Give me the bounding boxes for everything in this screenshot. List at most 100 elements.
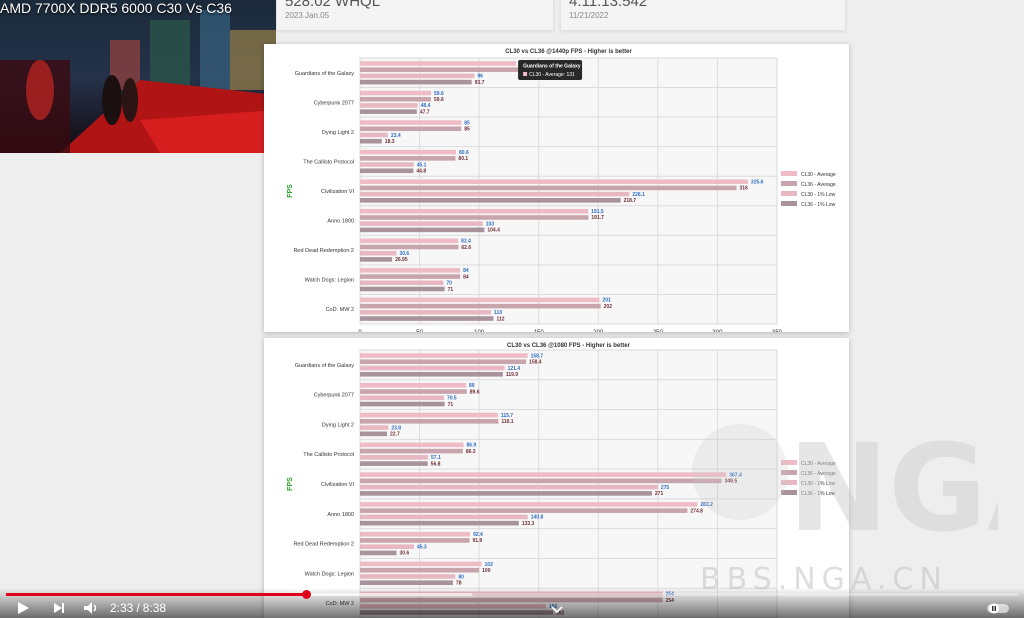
bar-cl30-1-low [360, 425, 389, 430]
bar-cl30-average [360, 561, 482, 567]
progress-played [6, 593, 306, 596]
bar-cl36-1-low [360, 138, 382, 144]
x-tick-label: 200 [593, 330, 604, 332]
tooltip-swatch [523, 72, 528, 76]
data-label: 274.8 [690, 508, 703, 514]
tooltip-value: CL30 - Average: 131 [529, 72, 575, 78]
bar-cl36-1-low [360, 168, 414, 174]
category-label: Guardians of the Galaxy [295, 363, 355, 369]
data-label: 158.7 [531, 353, 544, 359]
data-label: 70.5 [447, 396, 457, 402]
data-label: 110 [494, 310, 502, 316]
data-label: 30.6 [399, 251, 409, 257]
data-label: 91.9 [472, 538, 482, 544]
bar-cl30-1-low [360, 365, 505, 371]
legend-swatch [781, 181, 797, 186]
next-icon[interactable] [50, 600, 68, 616]
legend-entry: CL30 - Average [801, 461, 836, 467]
bar-cl36-1-low [360, 316, 494, 321]
webcam-game-footage: AMD 7700X DDR5 6000 C30 Vs C36 [0, 0, 276, 153]
data-label: 271 [655, 491, 664, 497]
data-label: 45.1 [417, 162, 427, 168]
bar-cl30-1-low [360, 574, 456, 579]
bar-cl36-average [360, 389, 467, 394]
data-label: 121.4 [508, 366, 521, 372]
bar-cl30-average [360, 61, 517, 66]
data-label: 93.7 [475, 80, 485, 86]
bar-cl36-1-low [360, 371, 503, 377]
data-label: 325.6 [751, 179, 764, 185]
bar-cl36-average [360, 96, 432, 102]
legend-swatch [781, 490, 797, 495]
tooltip-title: Guardians of the Galaxy [523, 64, 581, 70]
chevron-down-icon[interactable] [548, 602, 566, 618]
legend-entry: CL30 - Average [801, 172, 836, 178]
data-label: 26.95 [395, 257, 408, 263]
play-icon[interactable] [14, 600, 32, 616]
bios-date: 11/21/2022 [569, 11, 609, 20]
bar-cl36-average [360, 244, 459, 250]
data-label: 103 [486, 221, 495, 227]
data-label: 140.8 [531, 515, 544, 521]
legend-swatch [781, 171, 797, 176]
progress-bar[interactable] [6, 590, 1018, 599]
bar-cl36-1-low [360, 79, 472, 85]
data-label: 226.1 [632, 192, 645, 198]
bar-cl36-1-low [360, 198, 621, 203]
bar-cl30-average [360, 472, 727, 477]
data-label: 78 [456, 581, 462, 587]
category-label: Civilization VI [321, 189, 354, 195]
data-label: 191.7 [591, 215, 604, 221]
data-label: 86.9 [467, 443, 477, 449]
data-label: 59.6 [434, 97, 444, 103]
chart-1440p: CL30 vs CL36 @1440p FPS - Higher is bett… [287, 49, 836, 332]
y-axis-label: FPS [287, 184, 294, 198]
bar-cl36-1-low [360, 491, 652, 496]
data-label: 47.7 [420, 109, 430, 115]
bar-cl30-1-low [360, 310, 492, 315]
category-label: Dying Light 2 [322, 422, 354, 428]
data-label: 316 [739, 186, 748, 192]
chart-title: CL30 vs CL36 @1080 FPS - Higher is bette… [507, 343, 631, 349]
data-label: 116.1 [501, 419, 513, 425]
category-label: CoD: MW 2 [326, 307, 354, 313]
bar-cl30-average [360, 502, 698, 507]
bar-cl30-average [360, 149, 457, 155]
data-label: 44.8 [416, 169, 426, 175]
duration: 8:38 [142, 601, 167, 615]
bar-cl36-average [360, 303, 601, 309]
data-label: 96 [477, 74, 483, 80]
data-label: 349.5 [725, 479, 738, 485]
autoplay-toggle-icon[interactable] [986, 600, 1010, 616]
volume-icon[interactable] [82, 600, 100, 616]
bar-cl36-average [360, 185, 737, 191]
category-label: Red Dead Redemption 2 [293, 542, 354, 548]
bar-cl36-average [360, 215, 589, 220]
bar-cl36-average [360, 538, 470, 543]
progress-scrubber[interactable] [301, 590, 311, 599]
plot-area [359, 57, 778, 325]
data-label: 218.7 [624, 198, 637, 204]
data-label: 57.1 [431, 455, 441, 461]
bar-cl30-average [360, 412, 498, 418]
bar-cl30-1-low [360, 162, 414, 167]
bar-cl36-1-low [360, 580, 453, 586]
bar-cl36-1-low [360, 461, 428, 466]
bar-cl36-1-low [360, 550, 397, 556]
x-tick-label: 50 [416, 330, 423, 332]
bar-cl30-1-low [360, 455, 429, 460]
data-label: 70 [446, 281, 452, 287]
bar-cl36-average [360, 126, 462, 132]
chart-1080p: CL30 vs CL36 @1080 FPS - Higher is bette… [287, 343, 836, 618]
bar-cl30-1-low [360, 103, 418, 108]
bar-cl36-1-low [360, 257, 393, 262]
bar-cl36-average [360, 448, 463, 454]
bar-cl30-1-low [360, 544, 414, 549]
category-label: Dying Light 2 [322, 130, 354, 136]
x-tick-label: 300 [712, 330, 723, 332]
data-label: 85 [464, 127, 470, 133]
legend-swatch [781, 470, 797, 475]
data-label: 30.6 [399, 551, 409, 557]
data-label: 201 [602, 298, 611, 304]
data-label: 115.7 [501, 413, 513, 419]
